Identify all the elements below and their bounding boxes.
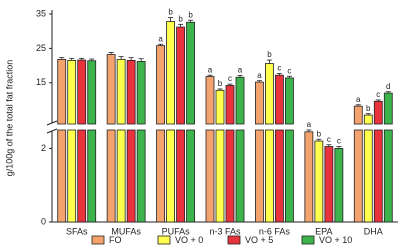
legend-label: FO: [109, 235, 122, 245]
bar: [225, 129, 235, 223]
significance-letter: b: [317, 129, 322, 138]
bar: [353, 105, 363, 125]
significance-letter: c: [287, 66, 291, 75]
bar: [116, 129, 126, 223]
significance-letter: a: [238, 66, 243, 75]
bar: [57, 58, 67, 125]
bar: [324, 146, 334, 223]
bar: [334, 147, 344, 223]
bar: [186, 129, 195, 223]
axis-break: [46, 120, 58, 126]
legend-label: VO + 5: [245, 235, 273, 245]
significance-letter: d: [386, 82, 390, 91]
bar: [363, 114, 373, 125]
significance-letter: c: [376, 90, 380, 99]
significance-letter: c: [327, 135, 331, 144]
bar: [383, 129, 393, 223]
significance-letter: a: [208, 65, 213, 74]
bar: [176, 129, 185, 223]
bar: [265, 129, 274, 223]
legend-swatch: [157, 235, 171, 245]
bar: [67, 60, 77, 125]
x-tick-label: SFAs: [66, 226, 88, 236]
x-tick-label: n-3 FAs: [209, 226, 241, 236]
bar: [77, 59, 87, 125]
bar: [373, 100, 383, 125]
significance-letter: a: [158, 34, 163, 43]
y-tick-label: 25: [36, 43, 46, 53]
bar: [106, 54, 116, 125]
bar: [106, 129, 116, 223]
bar: [156, 45, 165, 125]
significance-letter: c: [277, 64, 281, 73]
bar: [255, 81, 264, 125]
bar: [67, 129, 77, 223]
significance-letter: a: [257, 71, 262, 80]
significance-letter: b: [168, 8, 173, 17]
bar: [205, 76, 215, 125]
y-tick-label: 2: [41, 143, 46, 153]
bar: [156, 129, 165, 223]
legend-swatch: [91, 235, 105, 245]
bar: [126, 60, 136, 125]
bar: [285, 77, 294, 125]
significance-letter: b: [218, 79, 223, 88]
legend-label: VO + 0: [175, 235, 203, 245]
bar: [275, 129, 284, 223]
bar: [116, 58, 126, 125]
bar: [57, 129, 67, 223]
bar: [136, 61, 146, 125]
legend-label: VO + 10: [319, 235, 352, 245]
y-tick-label: 35: [36, 8, 46, 18]
bar: [255, 129, 264, 223]
bar: [166, 129, 175, 223]
legend-swatch: [301, 235, 315, 245]
x-tick-label: MUFAs: [111, 226, 141, 236]
significance-letter: c: [228, 74, 232, 83]
bar: [166, 21, 175, 125]
bar: [275, 74, 284, 125]
x-tick-label: n-6 FAs: [259, 226, 291, 236]
bar: [235, 76, 245, 125]
bar: [186, 21, 195, 125]
axis-break: [46, 128, 58, 134]
significance-letter: a: [307, 120, 312, 129]
bar: [353, 129, 363, 223]
bar: [383, 92, 393, 125]
bar: [176, 26, 185, 125]
significance-letter: c: [337, 137, 341, 146]
y-tick-label: 0: [41, 216, 46, 226]
significance-letter: b: [267, 50, 272, 59]
bar: [265, 63, 274, 125]
bar: [215, 89, 225, 125]
bar: [126, 129, 136, 223]
bar: [304, 131, 314, 223]
bar: [205, 129, 215, 223]
bar: [87, 129, 97, 223]
bar: [77, 129, 87, 223]
bar: [285, 129, 294, 223]
significance-letter: b: [188, 10, 193, 19]
bar: [136, 129, 146, 223]
x-tick-label: PUFAs: [162, 226, 191, 236]
bar: [235, 129, 245, 223]
bar: [373, 129, 383, 223]
bar: [314, 140, 324, 223]
bar: [87, 60, 97, 125]
significance-letter: b: [178, 14, 183, 23]
legend-swatch: [227, 235, 241, 245]
y-tick-label: 15: [36, 77, 46, 87]
y-axis-label: g/100g of the total fat fraction: [4, 60, 14, 177]
bar: [363, 129, 373, 223]
x-tick-label: EPA: [315, 226, 332, 236]
significance-letter: a: [356, 95, 361, 104]
significance-letter: b: [366, 104, 371, 113]
x-tick-label: DHA: [364, 226, 383, 236]
bar: [215, 129, 225, 223]
bar: [225, 85, 235, 125]
